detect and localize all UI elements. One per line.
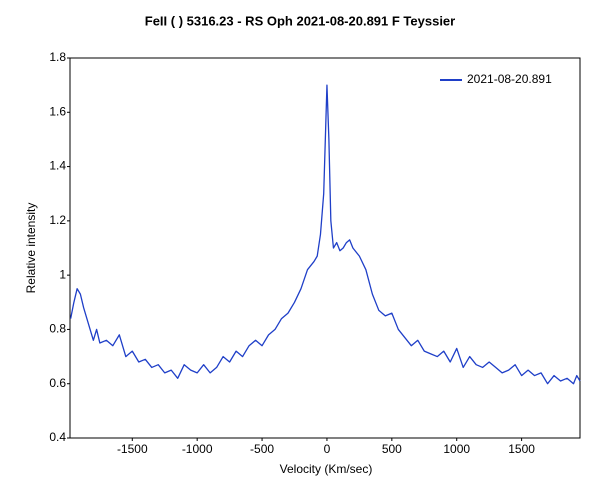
- x-tick-label: -1500: [117, 442, 148, 456]
- plot-frame: [69, 57, 581, 439]
- y-tick-label: 1.4: [49, 159, 66, 173]
- data-line: [70, 84, 581, 385]
- chart-title: FeII ( ) 5316.23 - RS Oph 2021-08-20.891…: [145, 13, 455, 28]
- x-tick-label: 0: [324, 442, 331, 456]
- y-tick-label: 0.4: [49, 430, 66, 444]
- y-tick-label: 0.6: [49, 376, 66, 390]
- y-axis-label: Relative intensity: [24, 203, 38, 294]
- x-axis-label: Velocity (Km/sec): [280, 462, 373, 476]
- y-tick-label: 1: [59, 267, 66, 281]
- y-tick-label: 1.8: [49, 50, 66, 64]
- x-tick-label: 1000: [443, 442, 470, 456]
- y-tick-label: 1.2: [49, 213, 66, 227]
- x-tick-label: 500: [382, 442, 402, 456]
- y-tick-label: 0.8: [49, 322, 66, 336]
- y-tick-label: 1.6: [49, 104, 66, 118]
- x-tick-label: 1500: [508, 442, 535, 456]
- x-tick-label: -1000: [182, 442, 213, 456]
- legend-label: 2021-08-20.891: [467, 72, 552, 86]
- x-tick-label: -500: [250, 442, 274, 456]
